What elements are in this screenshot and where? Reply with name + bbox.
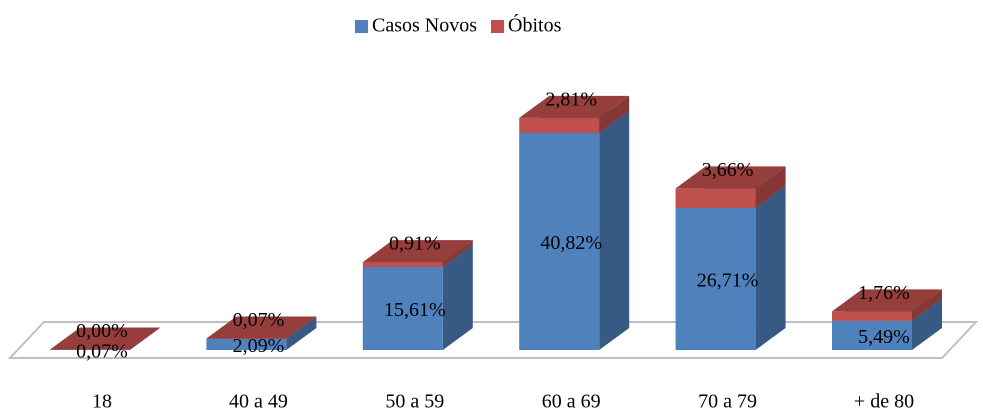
bar-top bbox=[206, 316, 317, 339]
bar bbox=[362, 262, 443, 267]
bar-top bbox=[832, 289, 942, 312]
bar bbox=[519, 132, 600, 350]
bar-side bbox=[599, 110, 630, 350]
legend-label: Casos Novos bbox=[372, 15, 477, 37]
data-label: 0,91% bbox=[389, 233, 441, 255]
bar-side bbox=[599, 95, 630, 133]
x-tick-label: 40 a 49 bbox=[229, 391, 288, 413]
x-tick-label: 50 a 59 bbox=[385, 391, 444, 413]
bar bbox=[675, 207, 756, 350]
data-label: 0,07% bbox=[76, 340, 128, 362]
legend-swatch bbox=[491, 20, 505, 33]
bar-top bbox=[675, 166, 786, 189]
bar bbox=[832, 320, 912, 350]
bar-top bbox=[50, 327, 160, 350]
bar bbox=[362, 266, 443, 350]
bar-side bbox=[286, 316, 317, 350]
bar-side bbox=[755, 166, 786, 208]
legend-swatch bbox=[355, 20, 368, 33]
bar bbox=[519, 117, 600, 133]
bar-side bbox=[286, 316, 317, 339]
bar-side bbox=[755, 185, 786, 350]
x-tick-label: + de 80 bbox=[854, 391, 914, 413]
data-label: 26,71% bbox=[697, 270, 759, 292]
floor bbox=[7, 321, 979, 359]
data-label: 0,07% bbox=[233, 309, 285, 331]
bar-top bbox=[519, 95, 630, 118]
data-label: 5,49% bbox=[858, 326, 910, 348]
bar bbox=[675, 188, 756, 208]
x-tick-label: 60 a 69 bbox=[542, 391, 601, 413]
bar-side bbox=[130, 327, 160, 350]
bar-side bbox=[912, 289, 942, 321]
data-label: 2,81% bbox=[545, 88, 597, 110]
bar-side bbox=[442, 240, 473, 267]
data-label: 0,00% bbox=[76, 320, 128, 342]
legend-label: Óbitos bbox=[508, 13, 562, 37]
data-label: 3,66% bbox=[702, 159, 754, 181]
bar bbox=[832, 311, 912, 321]
data-label: 40,82% bbox=[540, 232, 602, 254]
bar bbox=[206, 338, 287, 350]
bar-top bbox=[362, 240, 473, 263]
x-tick-label: 70 a 79 bbox=[698, 391, 757, 413]
bar-side bbox=[442, 244, 473, 350]
x-tick-label: 18 bbox=[92, 391, 112, 413]
data-label: 1,76% bbox=[858, 282, 910, 304]
data-label: 15,61% bbox=[384, 299, 446, 321]
data-label: 2,09% bbox=[233, 335, 285, 357]
bar-side bbox=[912, 298, 942, 350]
